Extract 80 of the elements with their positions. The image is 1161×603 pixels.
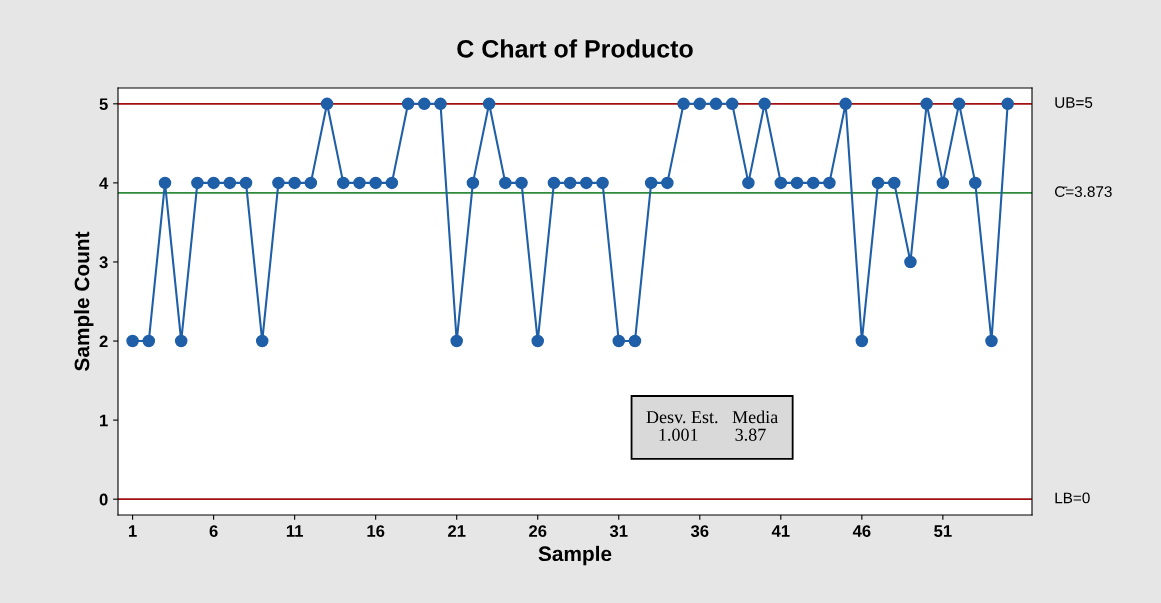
point	[385, 176, 399, 190]
x-tick-label: 51	[934, 525, 952, 537]
x-tick-label: 36	[690, 525, 709, 537]
point	[531, 334, 544, 348]
x-tick-label: 26	[529, 525, 547, 537]
y-tick-label: 4	[99, 177, 109, 189]
point	[774, 176, 788, 190]
point	[725, 97, 739, 111]
point	[418, 97, 431, 111]
point	[742, 176, 755, 190]
x-tick-label: 46	[852, 525, 871, 537]
point	[369, 176, 382, 190]
annotation: Desv. Est. Media	[646, 410, 778, 424]
point	[482, 97, 496, 111]
point	[952, 97, 966, 111]
point	[401, 97, 415, 111]
x-axis-title: Sample	[538, 545, 612, 566]
chart-title: C Chart of Producto	[457, 39, 693, 58]
point	[450, 334, 463, 348]
y-tick-label: 3	[99, 256, 108, 269]
x-tick-label: 6	[209, 525, 218, 537]
point	[920, 97, 933, 111]
point	[644, 176, 658, 190]
point	[709, 97, 723, 111]
point	[499, 176, 512, 190]
point	[515, 176, 528, 190]
point	[1001, 97, 1014, 111]
x-tick-label: 1	[129, 525, 137, 537]
point	[806, 176, 820, 190]
point	[563, 176, 577, 190]
point	[612, 334, 626, 348]
y-tick-label: 2	[99, 335, 108, 348]
point	[693, 97, 707, 111]
point	[288, 176, 301, 190]
point	[580, 176, 593, 190]
y-tick-label: 0	[99, 493, 108, 506]
point	[239, 176, 253, 190]
y-tick-label: 5	[99, 98, 108, 111]
point	[904, 255, 917, 269]
point	[758, 97, 771, 111]
point	[255, 334, 269, 348]
point	[353, 176, 366, 190]
point	[596, 176, 609, 190]
point	[871, 176, 885, 190]
point	[223, 176, 237, 190]
point	[855, 334, 869, 348]
point	[985, 334, 998, 348]
point	[466, 176, 480, 190]
point	[936, 176, 950, 190]
point	[158, 176, 172, 190]
point	[839, 97, 852, 111]
y-axis-title: Sample Count	[74, 231, 94, 371]
point	[661, 176, 674, 190]
point	[677, 97, 690, 111]
ref-line-label: LB=0	[1055, 492, 1090, 504]
point	[969, 176, 982, 190]
point	[126, 334, 139, 348]
ref-line-label: C̄=3.873	[1055, 186, 1112, 198]
point	[272, 176, 285, 190]
point	[547, 176, 561, 190]
point	[174, 334, 188, 348]
point	[628, 334, 642, 348]
point	[142, 334, 156, 348]
point	[320, 97, 334, 111]
x-tick-label: 31	[609, 525, 628, 537]
x-tick-label: 11	[286, 525, 303, 537]
point	[207, 176, 220, 190]
x-tick-label: 21	[448, 525, 466, 537]
point	[434, 97, 447, 111]
point	[888, 176, 901, 190]
ref-line-label: UB=5	[1055, 97, 1093, 108]
annotation: 1.001 3.87	[659, 428, 766, 441]
x-tick-label: 41	[771, 525, 790, 537]
point	[304, 176, 318, 190]
point	[790, 176, 804, 190]
x-tick-label: 16	[367, 525, 385, 537]
point	[823, 176, 836, 190]
y-tick-label: 1	[100, 414, 108, 427]
point	[191, 176, 204, 190]
point	[337, 176, 350, 190]
